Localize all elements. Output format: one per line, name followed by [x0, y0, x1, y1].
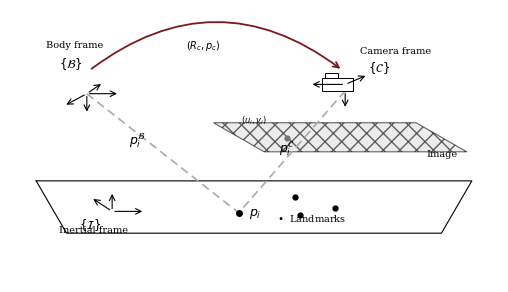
Bar: [323, 78, 353, 91]
Text: $\{\mathcal{C}\}$: $\{\mathcal{C}\}$: [368, 60, 390, 76]
Text: $p_i^{\mathcal{B}}$: $p_i^{\mathcal{B}}$: [129, 131, 146, 150]
Polygon shape: [213, 123, 467, 152]
Text: $\{\mathcal{B}\}$: $\{\mathcal{B}\}$: [59, 56, 83, 72]
Text: $\{\mathcal{I}\}$: $\{\mathcal{I}\}$: [79, 217, 102, 233]
Text: $\bullet$  Landmarks: $\bullet$ Landmarks: [277, 213, 346, 224]
Text: Camera frame: Camera frame: [360, 47, 431, 56]
Bar: [325, 73, 338, 78]
Text: $(R_c, p_c)$: $(R_c, p_c)$: [186, 39, 221, 53]
Text: Image: Image: [426, 150, 457, 159]
Text: $p_i$: $p_i$: [249, 207, 261, 221]
Text: Body frame: Body frame: [46, 41, 104, 50]
Text: $p_i^{\mathcal{C}}$: $p_i^{\mathcal{C}}$: [279, 140, 295, 158]
Text: $(u_i, v_i)$: $(u_i, v_i)$: [241, 114, 268, 126]
Text: Inertial frame: Inertial frame: [59, 226, 128, 235]
